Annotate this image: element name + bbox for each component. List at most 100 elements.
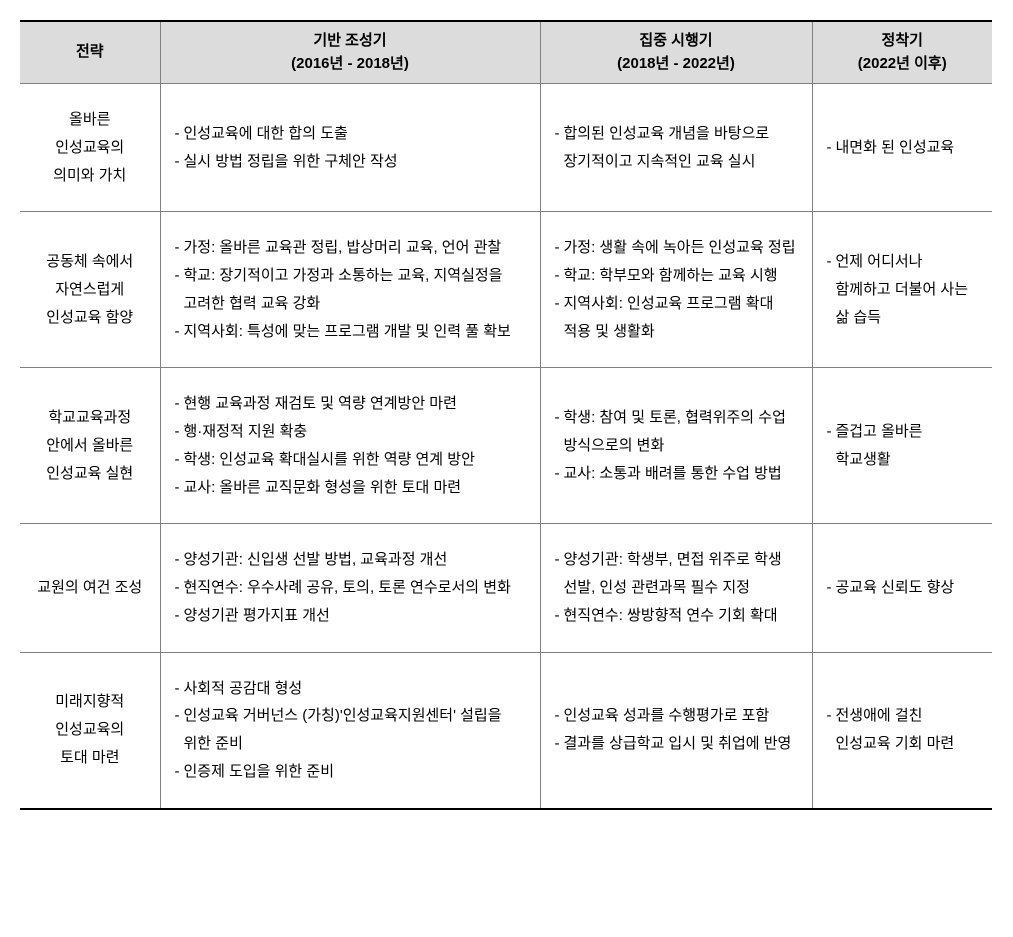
column-label: 전략 bbox=[24, 41, 156, 64]
phase2-cell: -학생: 참여 및 토론, 협력위주의 수업 방식으로의 변화-교사: 소통과 … bbox=[540, 368, 812, 524]
strategy-line: 자연스럽게 bbox=[30, 276, 150, 304]
phase1-item-text: 양성기관 평가지표 개선 bbox=[184, 602, 526, 630]
phase1-list: -양성기관: 신입생 선발 방법, 교육과정 개선-현직연수: 우수사례 공유,… bbox=[171, 546, 530, 629]
phase2-item: -가정: 생활 속에 녹아든 인성교육 정립 bbox=[555, 234, 798, 262]
phase1-item-text: 지역사회: 특성에 맞는 프로그램 개발 및 인력 풀 확보 bbox=[184, 318, 526, 346]
phase1-item-text: 행·재정적 지원 확충 bbox=[184, 418, 526, 446]
phase2-list: -양성기관: 학생부, 면접 위주로 학생 선발, 인성 관련과목 필수 지정-… bbox=[551, 546, 802, 629]
dash-icon: - bbox=[175, 234, 184, 262]
phase2-item-text: 교사: 소통과 배려를 통한 수업 방법 bbox=[564, 460, 798, 488]
phase2-item-text: 인성교육 성과를 수행평가로 포함 bbox=[564, 702, 798, 730]
phase2-item-text: 지역사회: 인성교육 프로그램 확대 적용 및 생활화 bbox=[564, 290, 798, 346]
phase2-item: -결과를 상급학교 입시 및 취업에 반영 bbox=[555, 730, 798, 758]
phase1-item: -인성교육에 대한 합의 도출 bbox=[175, 120, 526, 148]
dash-icon: - bbox=[555, 120, 564, 148]
strategy-line: 인성교육의 bbox=[30, 716, 150, 744]
phase2-item-text: 학생: 참여 및 토론, 협력위주의 수업 방식으로의 변화 bbox=[564, 404, 798, 460]
phase3-item: -언제 어디서나 함께하고 더불어 사는 삶 습득 bbox=[827, 248, 979, 331]
dash-icon: - bbox=[175, 702, 184, 730]
phase3-item-text: 언제 어디서나 함께하고 더불어 사는 삶 습득 bbox=[836, 248, 979, 331]
phase3-item: -전생애에 걸친 인성교육 기회 마련 bbox=[827, 702, 979, 758]
phase2-item-text: 학교: 학부모와 함께하는 교육 시행 bbox=[564, 262, 798, 290]
strategy-cell: 교원의 여건 조성 bbox=[20, 524, 160, 652]
phase3-list: -언제 어디서나 함께하고 더불어 사는 삶 습득 bbox=[823, 248, 983, 331]
phase2-item-text: 결과를 상급학교 입시 및 취업에 반영 bbox=[564, 730, 798, 758]
column-header-1: 기반 조성기(2016년 - 2018년) bbox=[160, 21, 540, 84]
column-header-3: 정착기(2022년 이후) bbox=[812, 21, 992, 84]
phase1-item-text: 현직연수: 우수사례 공유, 토의, 토론 연수로서의 변화 bbox=[184, 574, 526, 602]
strategy-line: 올바른 bbox=[30, 106, 150, 134]
strategy-line: 인성교육의 bbox=[30, 134, 150, 162]
phase1-item: -행·재정적 지원 확충 bbox=[175, 418, 526, 446]
phase3-item-text: 내면화 된 인성교육 bbox=[836, 134, 979, 162]
phase2-item: -양성기관: 학생부, 면접 위주로 학생 선발, 인성 관련과목 필수 지정 bbox=[555, 546, 798, 602]
dash-icon: - bbox=[555, 602, 564, 630]
phase2-item: -합의된 인성교육 개념을 바탕으로 장기적이고 지속적인 교육 실시 bbox=[555, 120, 798, 176]
phase2-item-text: 양성기관: 학생부, 면접 위주로 학생 선발, 인성 관련과목 필수 지정 bbox=[564, 546, 798, 602]
phase2-item: -인성교육 성과를 수행평가로 포함 bbox=[555, 702, 798, 730]
phase1-item: -학생: 인성교육 확대실시를 위한 역량 연계 방안 bbox=[175, 446, 526, 474]
phase1-item: -양성기관 평가지표 개선 bbox=[175, 602, 526, 630]
phase1-item: -양성기관: 신입생 선발 방법, 교육과정 개선 bbox=[175, 546, 526, 574]
phase3-cell: -전생애에 걸친 인성교육 기회 마련 bbox=[812, 652, 992, 809]
dash-icon: - bbox=[175, 758, 184, 786]
column-header-0: 전략 bbox=[20, 21, 160, 84]
phase3-item: -내면화 된 인성교육 bbox=[827, 134, 979, 162]
phase1-item: -지역사회: 특성에 맞는 프로그램 개발 및 인력 풀 확보 bbox=[175, 318, 526, 346]
dash-icon: - bbox=[827, 574, 836, 602]
strategy-table: 전략기반 조성기(2016년 - 2018년)집중 시행기(2018년 - 20… bbox=[20, 20, 992, 810]
phase2-cell: -가정: 생활 속에 녹아든 인성교육 정립-학교: 학부모와 함께하는 교육 … bbox=[540, 212, 812, 368]
strategy-line: 토대 마련 bbox=[30, 744, 150, 772]
strategy-cell: 학교교육과정안에서 올바른인성교육 실현 bbox=[20, 368, 160, 524]
phase3-item-text: 공교육 신뢰도 향상 bbox=[836, 574, 979, 602]
phase1-item-text: 현행 교육과정 재검토 및 역량 연계방안 마련 bbox=[184, 390, 526, 418]
dash-icon: - bbox=[175, 318, 184, 346]
strategy-line: 안에서 올바른 bbox=[30, 432, 150, 460]
dash-icon: - bbox=[555, 234, 564, 262]
phase3-list: -즐겁고 올바른 학교생활 bbox=[823, 418, 983, 474]
column-sublabel: (2022년 이후) bbox=[817, 53, 989, 76]
strategy-cell: 올바른인성교육의의미와 가치 bbox=[20, 84, 160, 212]
phase3-cell: -공교육 신뢰도 향상 bbox=[812, 524, 992, 652]
phase1-item: -실시 방법 정립을 위한 구체안 작성 bbox=[175, 148, 526, 176]
table-row: 올바른인성교육의의미와 가치-인성교육에 대한 합의 도출-실시 방법 정립을 … bbox=[20, 84, 992, 212]
phase1-item-text: 인증제 도입을 위한 준비 bbox=[184, 758, 526, 786]
table-row: 학교교육과정안에서 올바른인성교육 실현-현행 교육과정 재검토 및 역량 연계… bbox=[20, 368, 992, 524]
table-row: 교원의 여건 조성-양성기관: 신입생 선발 방법, 교육과정 개선-현직연수:… bbox=[20, 524, 992, 652]
phase1-item-text: 사회적 공감대 형성 bbox=[184, 675, 526, 703]
phase1-item: -인성교육 거버넌스 (가칭)'인성교육지원센터' 설립을 위한 준비 bbox=[175, 702, 526, 758]
strategy-line: 교원의 여건 조성 bbox=[30, 574, 150, 602]
phase2-item-text: 합의된 인성교육 개념을 바탕으로 장기적이고 지속적인 교육 실시 bbox=[564, 120, 798, 176]
dash-icon: - bbox=[175, 418, 184, 446]
dash-icon: - bbox=[175, 574, 184, 602]
phase3-item: -즐겁고 올바른 학교생활 bbox=[827, 418, 979, 474]
dash-icon: - bbox=[555, 730, 564, 758]
phase1-list: -가정: 올바른 교육관 정립, 밥상머리 교육, 언어 관찰-학교: 장기적이… bbox=[171, 234, 530, 345]
phase1-item-text: 실시 방법 정립을 위한 구체안 작성 bbox=[184, 148, 526, 176]
phase3-cell: -내면화 된 인성교육 bbox=[812, 84, 992, 212]
phase2-list: -인성교육 성과를 수행평가로 포함-결과를 상급학교 입시 및 취업에 반영 bbox=[551, 702, 802, 758]
dash-icon: - bbox=[555, 290, 564, 318]
phase1-item-text: 교사: 올바른 교직문화 형성을 위한 토대 마련 bbox=[184, 474, 526, 502]
dash-icon: - bbox=[175, 120, 184, 148]
dash-icon: - bbox=[555, 262, 564, 290]
phase1-cell: -인성교육에 대한 합의 도출-실시 방법 정립을 위한 구체안 작성 bbox=[160, 84, 540, 212]
dash-icon: - bbox=[555, 702, 564, 730]
phase1-item: -인증제 도입을 위한 준비 bbox=[175, 758, 526, 786]
phase1-item: -가정: 올바른 교육관 정립, 밥상머리 교육, 언어 관찰 bbox=[175, 234, 526, 262]
phase1-list: -현행 교육과정 재검토 및 역량 연계방안 마련-행·재정적 지원 확충-학생… bbox=[171, 390, 530, 501]
phase2-item-text: 현직연수: 쌍방향적 연수 기회 확대 bbox=[564, 602, 798, 630]
phase3-list: -공교육 신뢰도 향상 bbox=[823, 574, 983, 602]
phase3-item-text: 즐겁고 올바른 학교생활 bbox=[836, 418, 979, 474]
dash-icon: - bbox=[555, 546, 564, 574]
table-header: 전략기반 조성기(2016년 - 2018년)집중 시행기(2018년 - 20… bbox=[20, 21, 992, 84]
column-sublabel: (2018년 - 2022년) bbox=[545, 53, 808, 76]
strategy-line: 의미와 가치 bbox=[30, 162, 150, 190]
strategy-line: 미래지향적 bbox=[30, 688, 150, 716]
dash-icon: - bbox=[175, 446, 184, 474]
phase1-cell: -사회적 공감대 형성-인성교육 거버넌스 (가칭)'인성교육지원센터' 설립을… bbox=[160, 652, 540, 809]
phase1-cell: -가정: 올바른 교육관 정립, 밥상머리 교육, 언어 관찰-학교: 장기적이… bbox=[160, 212, 540, 368]
strategy-line: 공동체 속에서 bbox=[30, 248, 150, 276]
column-sublabel: (2016년 - 2018년) bbox=[165, 53, 536, 76]
phase1-list: -사회적 공감대 형성-인성교육 거버넌스 (가칭)'인성교육지원센터' 설립을… bbox=[171, 675, 530, 786]
